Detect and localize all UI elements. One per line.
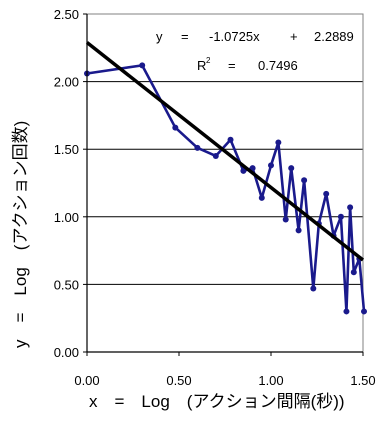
trendline (85, 41, 365, 262)
data-point (275, 139, 282, 146)
data-point (139, 62, 146, 69)
r2-symbol: R (197, 58, 206, 73)
eq-y-symbol: y (156, 29, 163, 44)
data-point (194, 144, 201, 151)
x-tick-label: 1.50 (350, 373, 375, 388)
data-point (350, 269, 357, 276)
y-tick-label: 1.00 (54, 210, 79, 225)
data-point (323, 190, 330, 197)
data-point (347, 204, 354, 211)
data-point (288, 165, 295, 172)
data-point (268, 162, 274, 169)
y-axis-title: y = Log (アクション回数) (11, 121, 30, 348)
data-point (249, 165, 256, 172)
r2-value: 0.7496 (258, 58, 298, 73)
data-point (295, 227, 302, 234)
data-point (301, 177, 308, 184)
data-point (361, 308, 367, 315)
data-point (172, 124, 179, 131)
x-tick-labels: 0.00 0.50 1.00 1.50 (74, 352, 376, 388)
data-point (310, 285, 317, 292)
plot-area-frame (86, 13, 364, 353)
y-tick-label: 0.00 (54, 345, 79, 360)
x-axis-title: x = Log (アクション間隔(秒)) (89, 392, 345, 411)
data-point (337, 213, 344, 220)
data-point (258, 194, 265, 201)
series-line (86, 64, 366, 313)
r2-equals-sign: = (228, 58, 236, 73)
x-tick-label: 0.00 (74, 373, 99, 388)
y-tick-label: 2.00 (54, 75, 79, 90)
y-tick-label: 1.50 (54, 142, 79, 157)
y-tick-label: 2.50 (54, 7, 79, 22)
eq-intercept: 2.2889 (314, 29, 354, 44)
data-point (343, 308, 350, 315)
eq-plus-sign: + (290, 29, 298, 44)
x-tick-label: 0.50 (166, 373, 191, 388)
x-tick-label: 1.00 (258, 373, 283, 388)
r2-superscript: 2 (206, 56, 211, 65)
y-tick-label: 0.50 (54, 277, 79, 292)
data-series (84, 62, 367, 315)
eq-equals-sign: = (181, 29, 189, 44)
eq-slope-term: -1.0725x (209, 29, 260, 44)
data-point (282, 216, 289, 223)
data-point (212, 152, 219, 159)
y-tick-labels: 0.00 0.50 1.00 1.50 2.00 2.50 (54, 7, 87, 360)
axes (86, 14, 363, 353)
data-point (240, 167, 247, 174)
data-point (227, 136, 234, 143)
gridlines (87, 13, 363, 353)
trendline-equation: y = -1.0725x + 2.2889 R 2 = 0.7496 (156, 29, 354, 73)
